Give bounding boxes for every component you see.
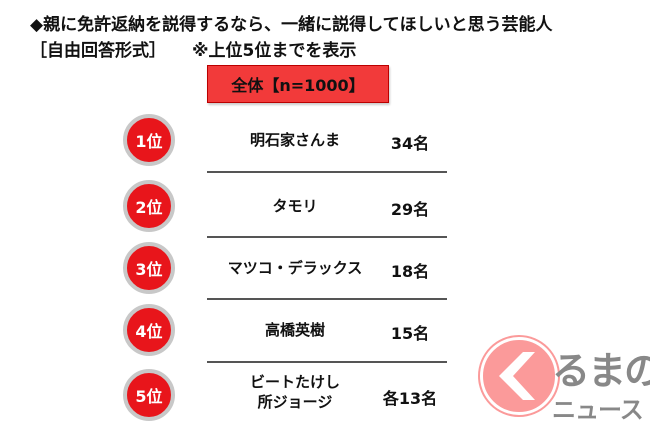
- celebrity-name: マツコ・デラックス: [227, 259, 363, 277]
- count: 15名: [390, 324, 430, 343]
- celebrity-name-2: 所ジョージ: [257, 393, 333, 411]
- rank-badge: 3位: [123, 242, 175, 294]
- count: 18名: [390, 262, 430, 281]
- logo-text: るまの: [552, 349, 650, 393]
- subtitle: ［自由回答形式］ ※上位5位までを表示: [30, 36, 356, 61]
- divider: [207, 298, 447, 300]
- rank-badge: 1位: [123, 114, 175, 166]
- chevron-left-icon: [499, 352, 535, 400]
- celebrity-name: 高橋英樹: [264, 321, 325, 339]
- divider: [207, 236, 447, 238]
- divider: [207, 171, 447, 173]
- rank-badge: 4位: [123, 304, 175, 356]
- celebrity-name-1: ビートたけし: [249, 373, 340, 391]
- rank-badge: 2位: [123, 180, 175, 232]
- celebrity-name: 明石家さんま: [249, 131, 340, 149]
- count: 各13名: [382, 389, 438, 408]
- logo-mark: [480, 337, 558, 415]
- celebrity-name: タモリ: [272, 197, 318, 215]
- logo-text-sub: ニュース: [552, 396, 644, 424]
- count: 29名: [390, 200, 430, 219]
- divider: [207, 361, 447, 363]
- rank-badge: 5位: [123, 369, 175, 421]
- answer-format: ［自由回答形式］: [30, 41, 166, 61]
- page-title: ◆親に免許返納を説得するなら、一緒に説得してほしいと思う芸能人: [30, 15, 553, 35]
- celebrity-name: ビートたけし 所ジョージ: [210, 372, 380, 412]
- note: ※上位5位までを表示: [192, 41, 357, 61]
- count: 34名: [390, 134, 430, 153]
- total-header: 全体【n=1000】: [207, 65, 389, 103]
